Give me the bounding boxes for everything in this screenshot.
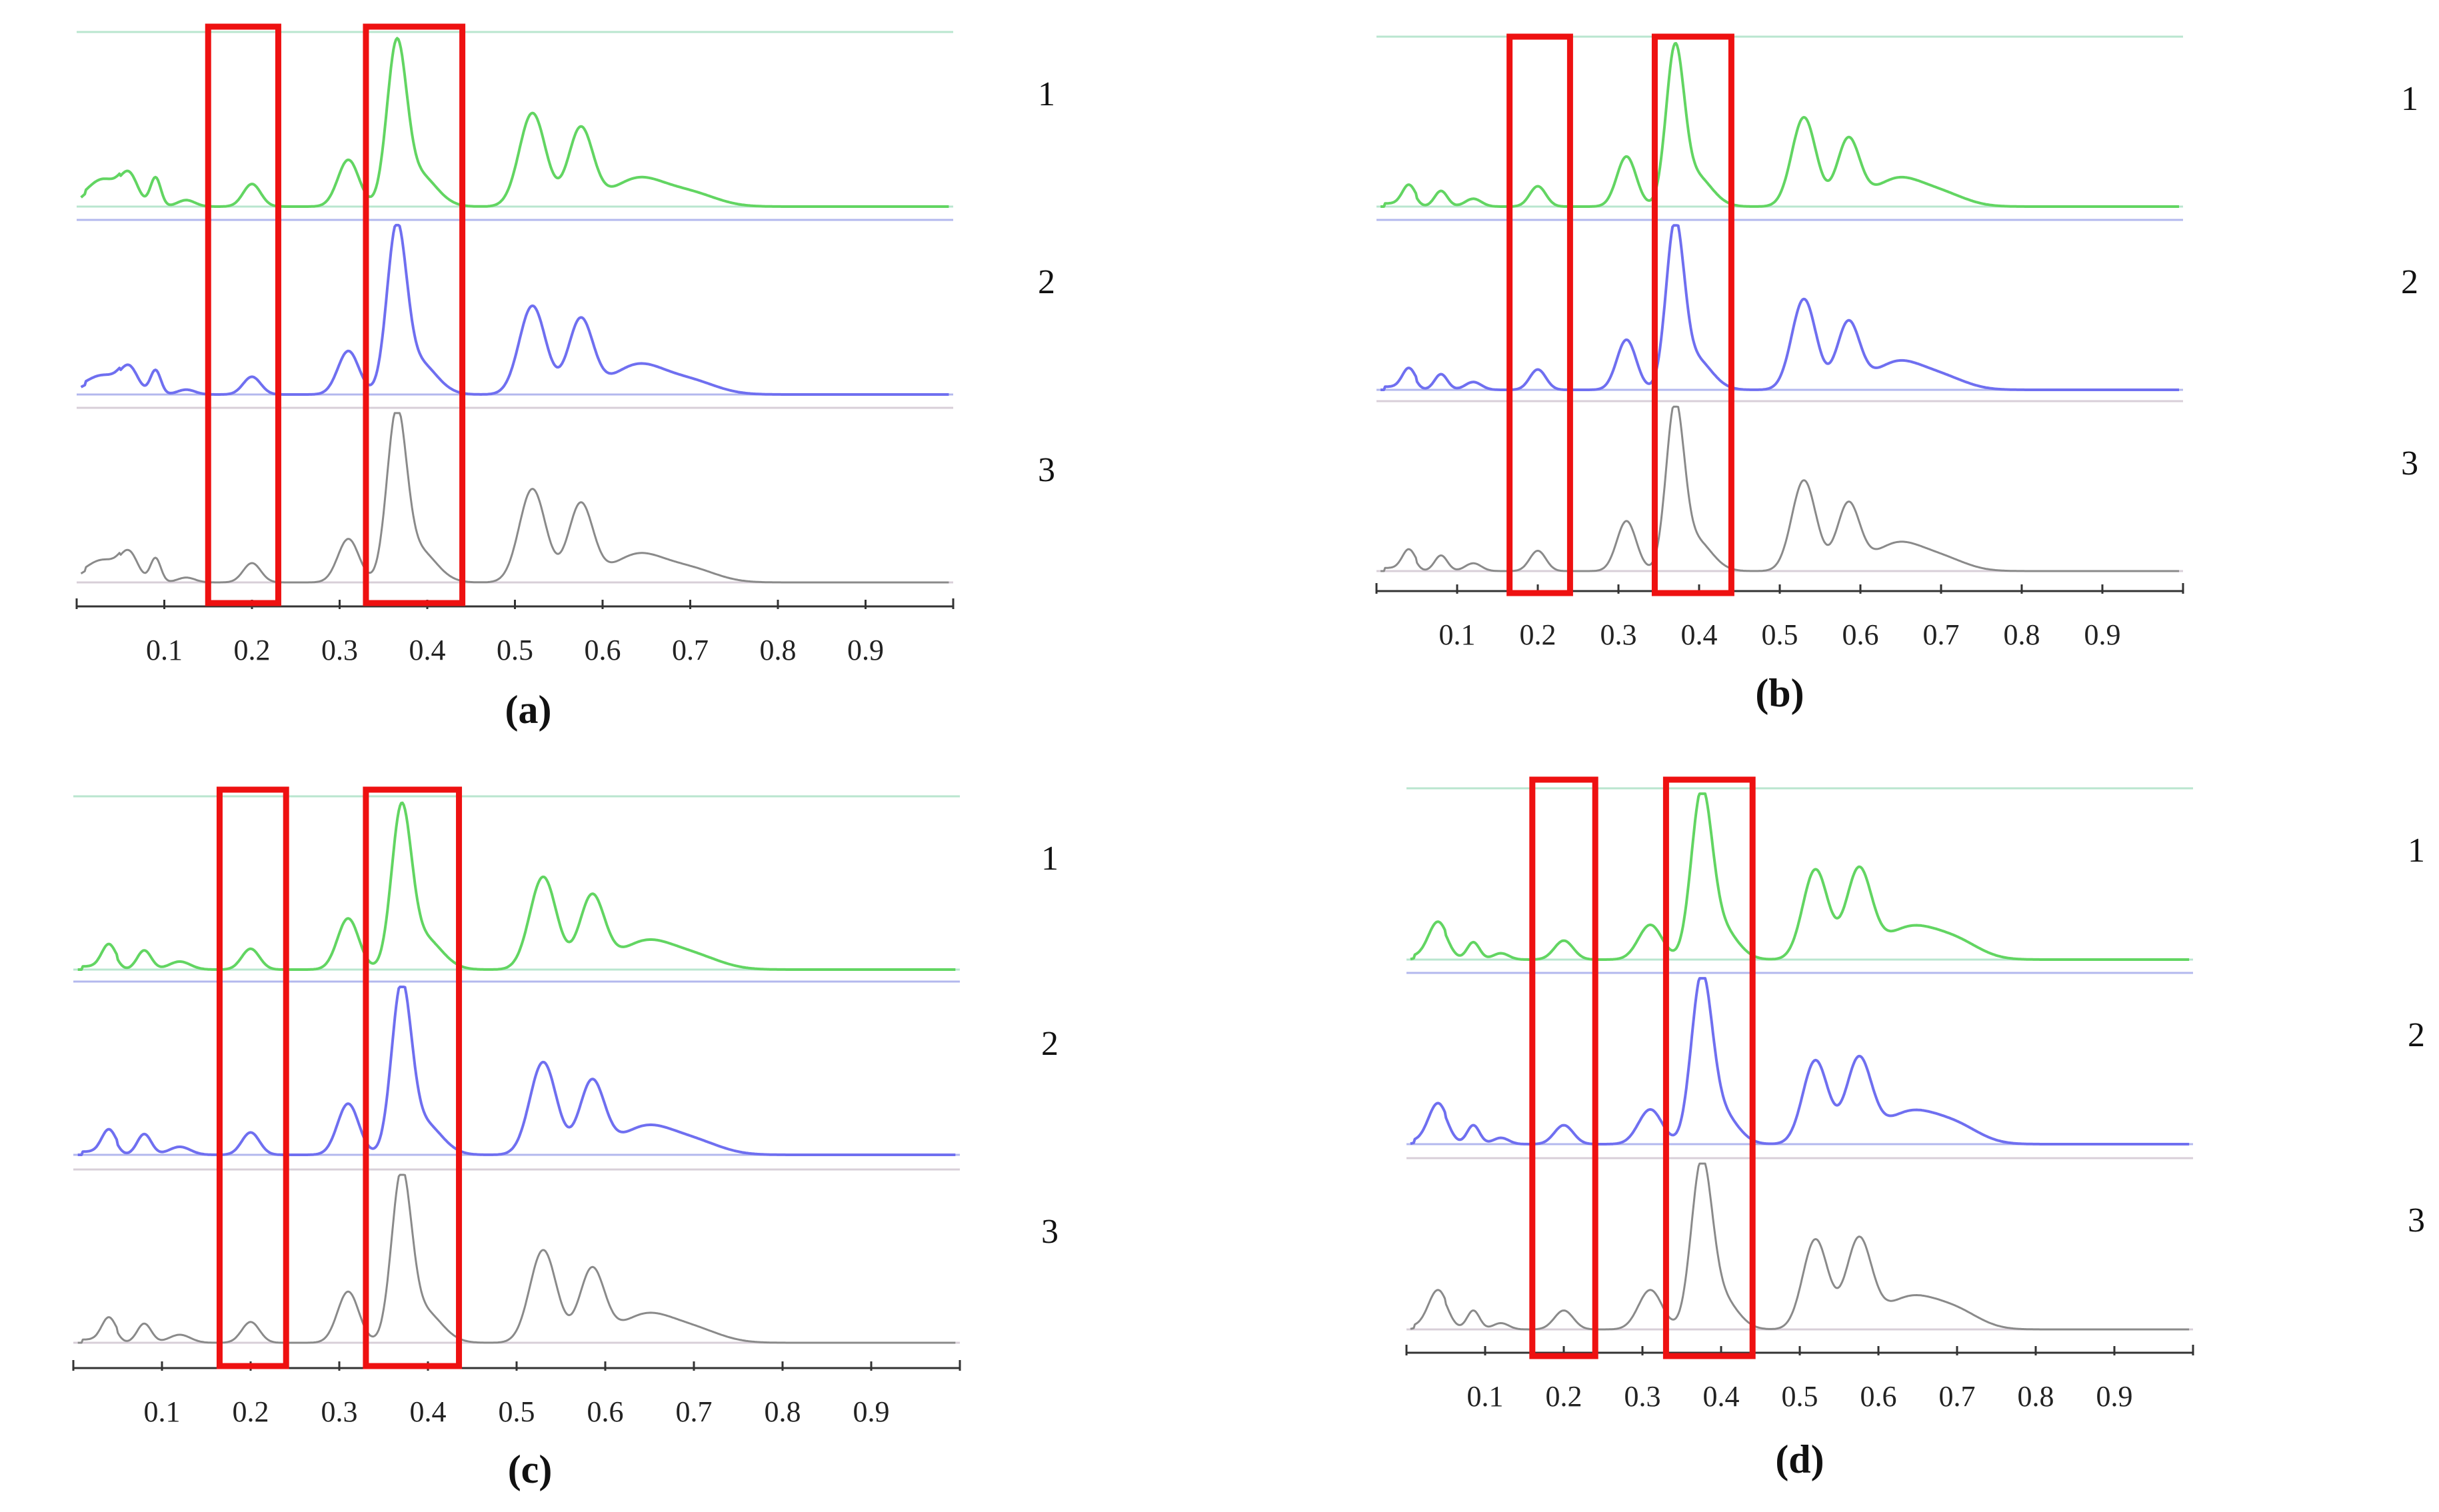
x-tick-label: 0.9 [847, 634, 884, 666]
track-label-2: 2 [2401, 263, 2418, 301]
x-tick-label: 0.9 [2084, 618, 2121, 651]
highlight-box-1 [1506, 33, 1573, 596]
x-tick-label: 0.4 [1681, 618, 1718, 651]
track-label-3: 3 [2401, 444, 2418, 482]
x-tick-label: 0.1 [1439, 618, 1476, 651]
highlight-box-1 [1529, 776, 1598, 1359]
chart-svg: 1 2 3 0.1 0.2 0.3 0.4 0.5 0.6 0.7 0.8 0.9 (d) [1405, 776, 2425, 1481]
x-tick-label: 0.6 [585, 634, 621, 666]
x-tick-label: 0.1 [1467, 1380, 1504, 1413]
x-tick-label: 0.8 [760, 634, 797, 666]
x-tick-label: 0.5 [1782, 1380, 1818, 1413]
x-tick-label: 0.2 [233, 1395, 269, 1428]
x-tick-label: 0.4 [409, 634, 446, 666]
x-tick-label: 0.9 [2096, 1380, 2133, 1413]
x-tick-label: 0.3 [321, 634, 358, 666]
panel-b: 1 2 3 0.1 0.2 0.3 0.4 0.5 0.6 0.7 0.8 0.9 (b) [1220, 0, 2439, 756]
x-tick-label: 0.1 [146, 634, 183, 666]
track-label-1: 1 [1038, 75, 1055, 113]
x-tick-label: 0.3 [321, 1395, 358, 1428]
x-tick-label: 0.7 [672, 634, 709, 666]
highlight-box-2 [363, 786, 463, 1369]
panel-caption: (a) [505, 688, 552, 732]
series-line-1 [77, 801, 956, 971]
track-label-1: 1 [2401, 80, 2418, 118]
panel-a: 1 2 3 0.1 0.2 0.3 0.4 0.5 0.6 0.7 0.8 0.9 (a) [0, 0, 1219, 756]
track-label-3: 3 [1038, 451, 1055, 489]
panel-caption: (d) [1775, 1437, 1824, 1481]
track-label-2: 2 [2408, 1016, 2425, 1054]
panel-caption: (c) [508, 1447, 553, 1491]
chart-svg: 1 2 3 0.1 0.2 0.3 0.4 0.5 0.6 0.7 0.8 0.9 (c) [72, 786, 1059, 1491]
series-line-2 [77, 986, 956, 1156]
x-tick-label: 0.4 [410, 1395, 447, 1428]
highlight-box-2 [1651, 33, 1734, 596]
series-line-1 [1410, 792, 2190, 961]
highlight-box-2 [363, 23, 466, 606]
x-tick-label: 0.7 [1939, 1380, 1976, 1413]
x-tick-label: 0.7 [1923, 618, 1960, 651]
series-line-3 [1410, 1162, 2190, 1331]
x-tick-label: 0.6 [1860, 1380, 1897, 1413]
x-tick-label: 0.8 [2004, 618, 2040, 651]
x-tick-label: 0.5 [497, 634, 533, 666]
track-label-1: 1 [1041, 840, 1059, 878]
highlight-box-1 [205, 23, 281, 606]
series-line-3 [80, 412, 949, 584]
x-tick-label: 0.2 [1546, 1380, 1582, 1413]
x-tick-label: 0.8 [765, 1395, 801, 1428]
x-tick-label: 0.6 [587, 1395, 624, 1428]
track-label-3: 3 [1041, 1213, 1059, 1251]
highlight-box-2 [1662, 776, 1756, 1359]
x-tick-label: 0.6 [1842, 618, 1879, 651]
x-tick-label: 0.8 [2018, 1380, 2054, 1413]
panel-c: 1 2 3 0.1 0.2 0.3 0.4 0.5 0.6 0.7 0.8 0.9 (c) [0, 756, 1219, 1512]
panel-caption: (b) [1755, 671, 1804, 715]
series-line-2 [80, 223, 949, 396]
x-tick-label: 0.7 [676, 1395, 713, 1428]
track-label-2: 2 [1038, 263, 1055, 301]
chart-svg: 1 2 3 0.1 0.2 0.3 0.4 0.5 0.6 0.7 0.8 0.9 (b) [1375, 33, 2418, 715]
x-tick-label: 0.2 [234, 634, 271, 666]
x-tick-label: 0.3 [1624, 1380, 1661, 1413]
series-line-2 [1380, 224, 2180, 391]
series-line-1 [80, 37, 949, 208]
x-tick-label: 0.3 [1600, 618, 1637, 651]
track-label-1: 1 [2408, 832, 2425, 870]
x-tick-label: 0.4 [1703, 1380, 1740, 1413]
x-tick-label: 0.5 [1762, 618, 1798, 651]
series-line-3 [1380, 405, 2179, 572]
track-label-2: 2 [1041, 1025, 1059, 1063]
panel-d: 1 2 3 0.1 0.2 0.3 0.4 0.5 0.6 0.7 0.8 0.9 (d) [1220, 756, 2439, 1512]
highlight-box-1 [216, 786, 289, 1369]
chart-svg: 1 2 3 0.1 0.2 0.3 0.4 0.5 0.6 0.7 0.8 0.9 (a) [75, 23, 1055, 732]
x-tick-label: 0.1 [144, 1395, 181, 1428]
track-label-3: 3 [2408, 1201, 2425, 1239]
x-tick-label: 0.9 [853, 1395, 890, 1428]
series-line-1 [1380, 42, 2180, 208]
x-tick-label: 0.2 [1520, 618, 1556, 651]
series-line-2 [1410, 977, 2190, 1145]
x-tick-label: 0.5 [499, 1395, 535, 1428]
series-line-3 [77, 1173, 956, 1344]
